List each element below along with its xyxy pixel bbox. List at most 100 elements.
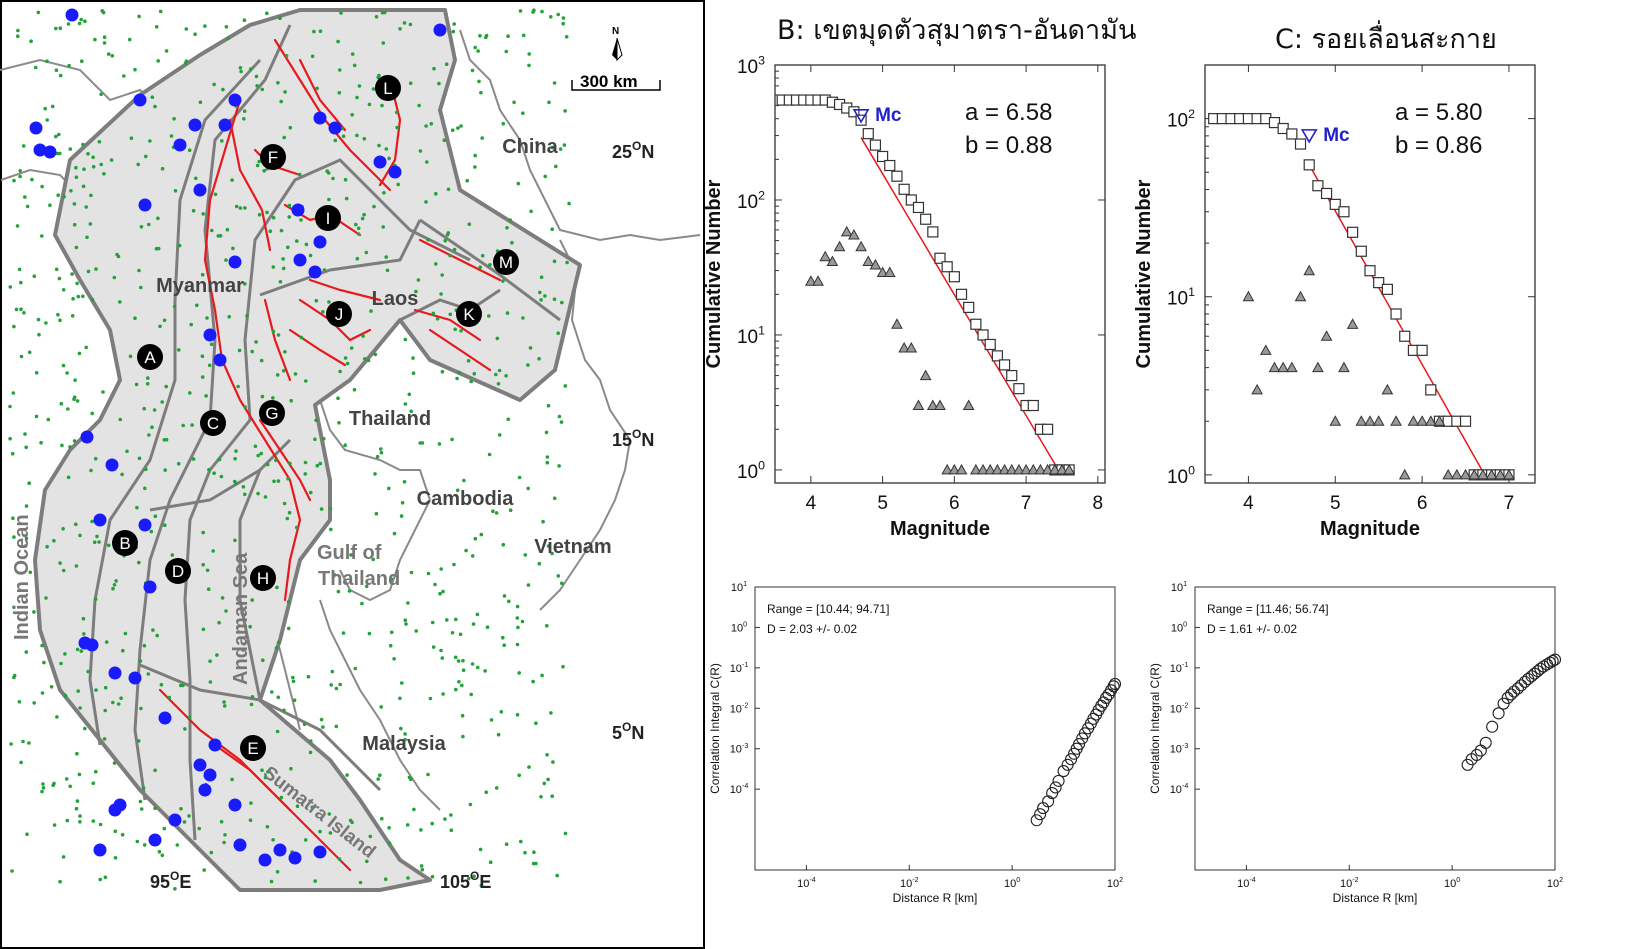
small-earthquake-dot: [472, 371, 477, 376]
small-earthquake-dot: [115, 252, 119, 257]
small-earthquake-dot: [40, 789, 44, 794]
small-earthquake-dot: [66, 22, 71, 26]
small-earthquake-dot: [275, 585, 279, 590]
incremental-point: [1063, 463, 1075, 475]
zone-marker-j: [326, 301, 352, 327]
x-tick-label-exp: -2: [912, 876, 918, 884]
small-earthquake-dot: [288, 461, 292, 466]
y-tick-label-base: 10: [737, 327, 758, 348]
x-tick-label-base: 10: [1547, 878, 1559, 890]
small-earthquake-dot: [477, 79, 481, 84]
small-earthquake-dot: [147, 222, 151, 227]
cumulative-point: [920, 213, 932, 225]
cumulative-point: [1042, 423, 1054, 435]
correlation-point: [1501, 691, 1514, 705]
small-earthquake-dot: [151, 628, 155, 632]
small-earthquake-dot: [82, 167, 86, 171]
large-earthquake-dot: [93, 513, 107, 527]
small-earthquake-dot: [74, 245, 79, 250]
small-earthquake-dot: [549, 711, 553, 715]
small-earthquake-dot: [343, 443, 348, 448]
small-earthquake-dot: [77, 351, 82, 356]
incremental-point: [1041, 463, 1054, 475]
d-text: D = 1.61 +/- 0.02: [1207, 622, 1297, 636]
plot-frame: [754, 586, 1116, 871]
small-earthquake-dot: [91, 781, 96, 785]
y-tick-label: 10-2: [1170, 701, 1189, 715]
small-earthquake-dot: [404, 622, 408, 626]
small-earthquake-dot: [12, 605, 16, 610]
small-earthquake-dot: [150, 95, 155, 99]
incremental-point: [1285, 361, 1298, 373]
small-earthquake-dot: [32, 610, 36, 614]
small-earthquake-dot: [472, 874, 476, 879]
small-earthquake-dot: [95, 534, 99, 539]
small-earthquake-dot: [162, 826, 167, 831]
incremental-point: [1416, 415, 1428, 426]
zone-marker-i: [315, 205, 341, 231]
small-earthquake-dot: [276, 333, 281, 337]
small-earthquake-dot: [473, 536, 478, 541]
large-earthquake-dot: [228, 798, 242, 812]
zone-marker-label: B: [119, 534, 130, 553]
small-earthquake-dot: [94, 769, 98, 774]
small-earthquake-dot: [81, 616, 86, 621]
small-earthquake-dot: [470, 554, 475, 558]
large-earthquake-dot: [433, 23, 447, 37]
small-earthquake-dot: [78, 533, 82, 538]
small-earthquake-dot: [488, 860, 493, 864]
small-earthquake-dot: [28, 570, 33, 575]
small-earthquake-dot: [372, 204, 376, 209]
small-earthquake-dot: [137, 14, 141, 19]
incremental-point: [948, 463, 961, 475]
lat-label-sup: O: [622, 720, 631, 734]
y-tick-label-exp: 2: [758, 188, 765, 202]
small-earthquake-dot: [61, 288, 66, 292]
y-tick-label: 100: [1167, 463, 1195, 488]
incremental-point: [840, 225, 853, 237]
small-earthquake-dot: [77, 772, 82, 777]
small-earthquake-dot: [329, 683, 334, 687]
lon-label-sup: O: [170, 869, 179, 883]
small-earthquake-dot: [319, 717, 324, 722]
small-earthquake-dot: [148, 139, 152, 143]
small-earthquake-dot: [54, 134, 58, 139]
small-earthquake-dot: [406, 876, 410, 880]
large-earthquake-dot: [168, 813, 182, 827]
lat-label-dir: N: [641, 430, 654, 450]
small-earthquake-dot: [65, 371, 69, 375]
small-earthquake-dot: [56, 193, 60, 197]
small-earthquake-dot: [437, 81, 441, 86]
small-earthquake-dot: [76, 689, 80, 693]
large-earthquake-dot: [388, 165, 402, 179]
small-earthquake-dot: [41, 786, 46, 790]
small-earthquake-dot: [460, 713, 465, 718]
small-earthquake-dot: [102, 35, 107, 39]
correlation-point: [1534, 662, 1547, 675]
small-earthquake-dot: [405, 823, 410, 827]
small-earthquake-dot: [91, 155, 95, 160]
small-earthquake-dot: [287, 203, 292, 208]
small-earthquake-dot: [274, 458, 278, 463]
small-earthquake-dot: [289, 766, 293, 771]
country-label: Cambodia: [417, 488, 515, 510]
incremental-point: [984, 463, 997, 475]
small-earthquake-dot: [86, 152, 90, 156]
large-earthquake-dot: [208, 738, 222, 752]
incremental-point: [1407, 415, 1420, 426]
zone-marker-label: G: [265, 404, 278, 423]
incremental-point: [1294, 290, 1307, 302]
incremental-point: [1303, 264, 1316, 276]
small-earthquake-dot: [444, 62, 449, 66]
small-earthquake-dot: [451, 29, 456, 34]
x-tick-label: 5: [877, 493, 888, 514]
correlation-point: [1052, 774, 1065, 787]
small-earthquake-dot: [344, 196, 349, 201]
small-earthquake-dot: [256, 453, 261, 458]
large-earthquake-dot: [188, 118, 202, 132]
y-tick-label-exp: -3: [1182, 742, 1188, 750]
small-earthquake-dot: [187, 715, 192, 720]
cumulative-point: [905, 194, 917, 206]
small-earthquake-dot: [24, 650, 29, 654]
small-earthquake-dot: [546, 403, 551, 408]
